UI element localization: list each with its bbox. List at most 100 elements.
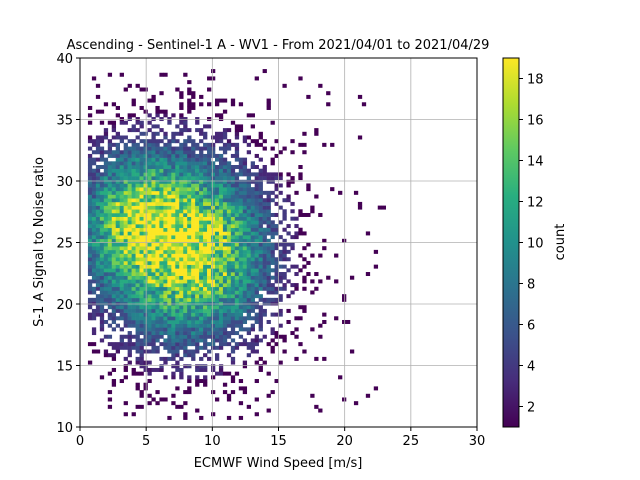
heatmap-cell (238, 249, 244, 254)
heatmap-cell (290, 139, 295, 144)
heatmap-cell (254, 212, 259, 217)
heatmap-cell (107, 212, 113, 217)
heatmap-cell (91, 176, 97, 181)
heatmap-cell (183, 283, 188, 288)
heatmap-cell (191, 308, 196, 313)
heatmap-cell (139, 338, 144, 343)
heatmap-cell (95, 176, 101, 181)
heatmap-cell (191, 249, 196, 254)
heatmap-cell (246, 176, 252, 181)
heatmap-cell (226, 353, 232, 358)
heatmap-cell (218, 168, 224, 173)
heatmap-cell (302, 150, 307, 155)
heatmap-cell (203, 272, 208, 277)
heatmap-cell (203, 212, 208, 217)
heatmap-cell (222, 201, 228, 206)
heatmap-cell (357, 135, 363, 140)
heatmap-cell (119, 312, 124, 317)
heatmap-cell (298, 253, 303, 258)
heatmap-cell (139, 349, 144, 354)
heatmap-cell (171, 279, 176, 284)
heatmap-cell (230, 212, 236, 217)
heatmap-cell (218, 201, 224, 206)
heatmap-cell (246, 209, 252, 214)
heatmap-cell (294, 316, 299, 321)
x-tick-label: 0 (76, 434, 84, 449)
heatmap-cell (242, 308, 248, 313)
heatmap-cell (123, 268, 128, 273)
heatmap-cell (139, 268, 144, 273)
heatmap-cell (139, 87, 144, 92)
heatmap-cell (222, 257, 228, 262)
heatmap-cell (298, 342, 303, 347)
heatmap-cell (282, 198, 287, 203)
heatmap-cell (246, 227, 252, 232)
heatmap-cell (226, 294, 232, 299)
heatmap-cell (310, 327, 315, 332)
heatmap-cell (143, 131, 148, 136)
heatmap-cell (123, 198, 128, 203)
heatmap-cell (254, 205, 259, 210)
heatmap-cell (163, 312, 168, 317)
heatmap-cell (139, 190, 144, 195)
heatmap-cell (314, 194, 319, 199)
heatmap-cell (191, 260, 196, 265)
heatmap-cell (175, 231, 180, 236)
heatmap-cell (214, 176, 220, 181)
heatmap-cell (274, 275, 279, 280)
heatmap-cell (159, 231, 164, 236)
heatmap-cell (131, 172, 136, 177)
heatmap-cell (195, 305, 200, 310)
heatmap-cell (99, 242, 105, 247)
heatmap-cell (135, 312, 140, 317)
heatmap-cell (195, 165, 200, 169)
heatmap-cell (139, 227, 144, 232)
heatmap-cell (179, 367, 184, 372)
heatmap-cell (238, 183, 244, 188)
heatmap-cell (183, 301, 188, 306)
heatmap-cell (353, 401, 359, 406)
heatmap-cell (143, 257, 148, 262)
heatmap-cell (187, 235, 192, 240)
heatmap-cell (191, 209, 196, 214)
heatmap-cell (195, 279, 200, 284)
heatmap-cell (199, 331, 204, 336)
heatmap-cell (218, 216, 224, 221)
heatmap-cell (222, 334, 228, 339)
heatmap-cell (183, 401, 188, 406)
x-tick-label: 25 (403, 434, 420, 449)
heatmap-cell (147, 297, 152, 302)
heatmap-cell (250, 212, 255, 217)
heatmap-cell (226, 128, 232, 133)
heatmap-cell (242, 390, 248, 395)
heatmap-cell (155, 257, 160, 262)
heatmap-cell (278, 312, 283, 317)
heatmap-cell (159, 316, 164, 321)
heatmap-cell (147, 338, 152, 343)
heatmap-cell (234, 249, 240, 254)
heatmap-cell (207, 305, 212, 310)
heatmap-cell (163, 297, 168, 302)
heatmap-cell (266, 198, 271, 203)
heatmap-cell (139, 319, 144, 324)
heatmap-cell (139, 253, 144, 258)
heatmap-cell (91, 150, 97, 155)
heatmap-cell (95, 212, 101, 217)
heatmap-cell (211, 342, 216, 347)
heatmap-cell (123, 216, 128, 221)
heatmap-cell (119, 224, 124, 229)
heatmap-cell (131, 146, 136, 151)
heatmap-cell (95, 227, 101, 232)
heatmap-cell (159, 397, 164, 402)
heatmap-cell (99, 235, 105, 240)
heatmap-cell (214, 165, 220, 169)
heatmap-cell (242, 386, 248, 391)
heatmap-cell (230, 375, 236, 380)
heatmap-cell (155, 190, 160, 195)
heatmap-cell (274, 312, 279, 317)
heatmap-cell (111, 212, 117, 217)
heatmap-cell (123, 142, 128, 147)
heatmap-cell (99, 176, 105, 181)
heatmap-cell (238, 290, 244, 295)
